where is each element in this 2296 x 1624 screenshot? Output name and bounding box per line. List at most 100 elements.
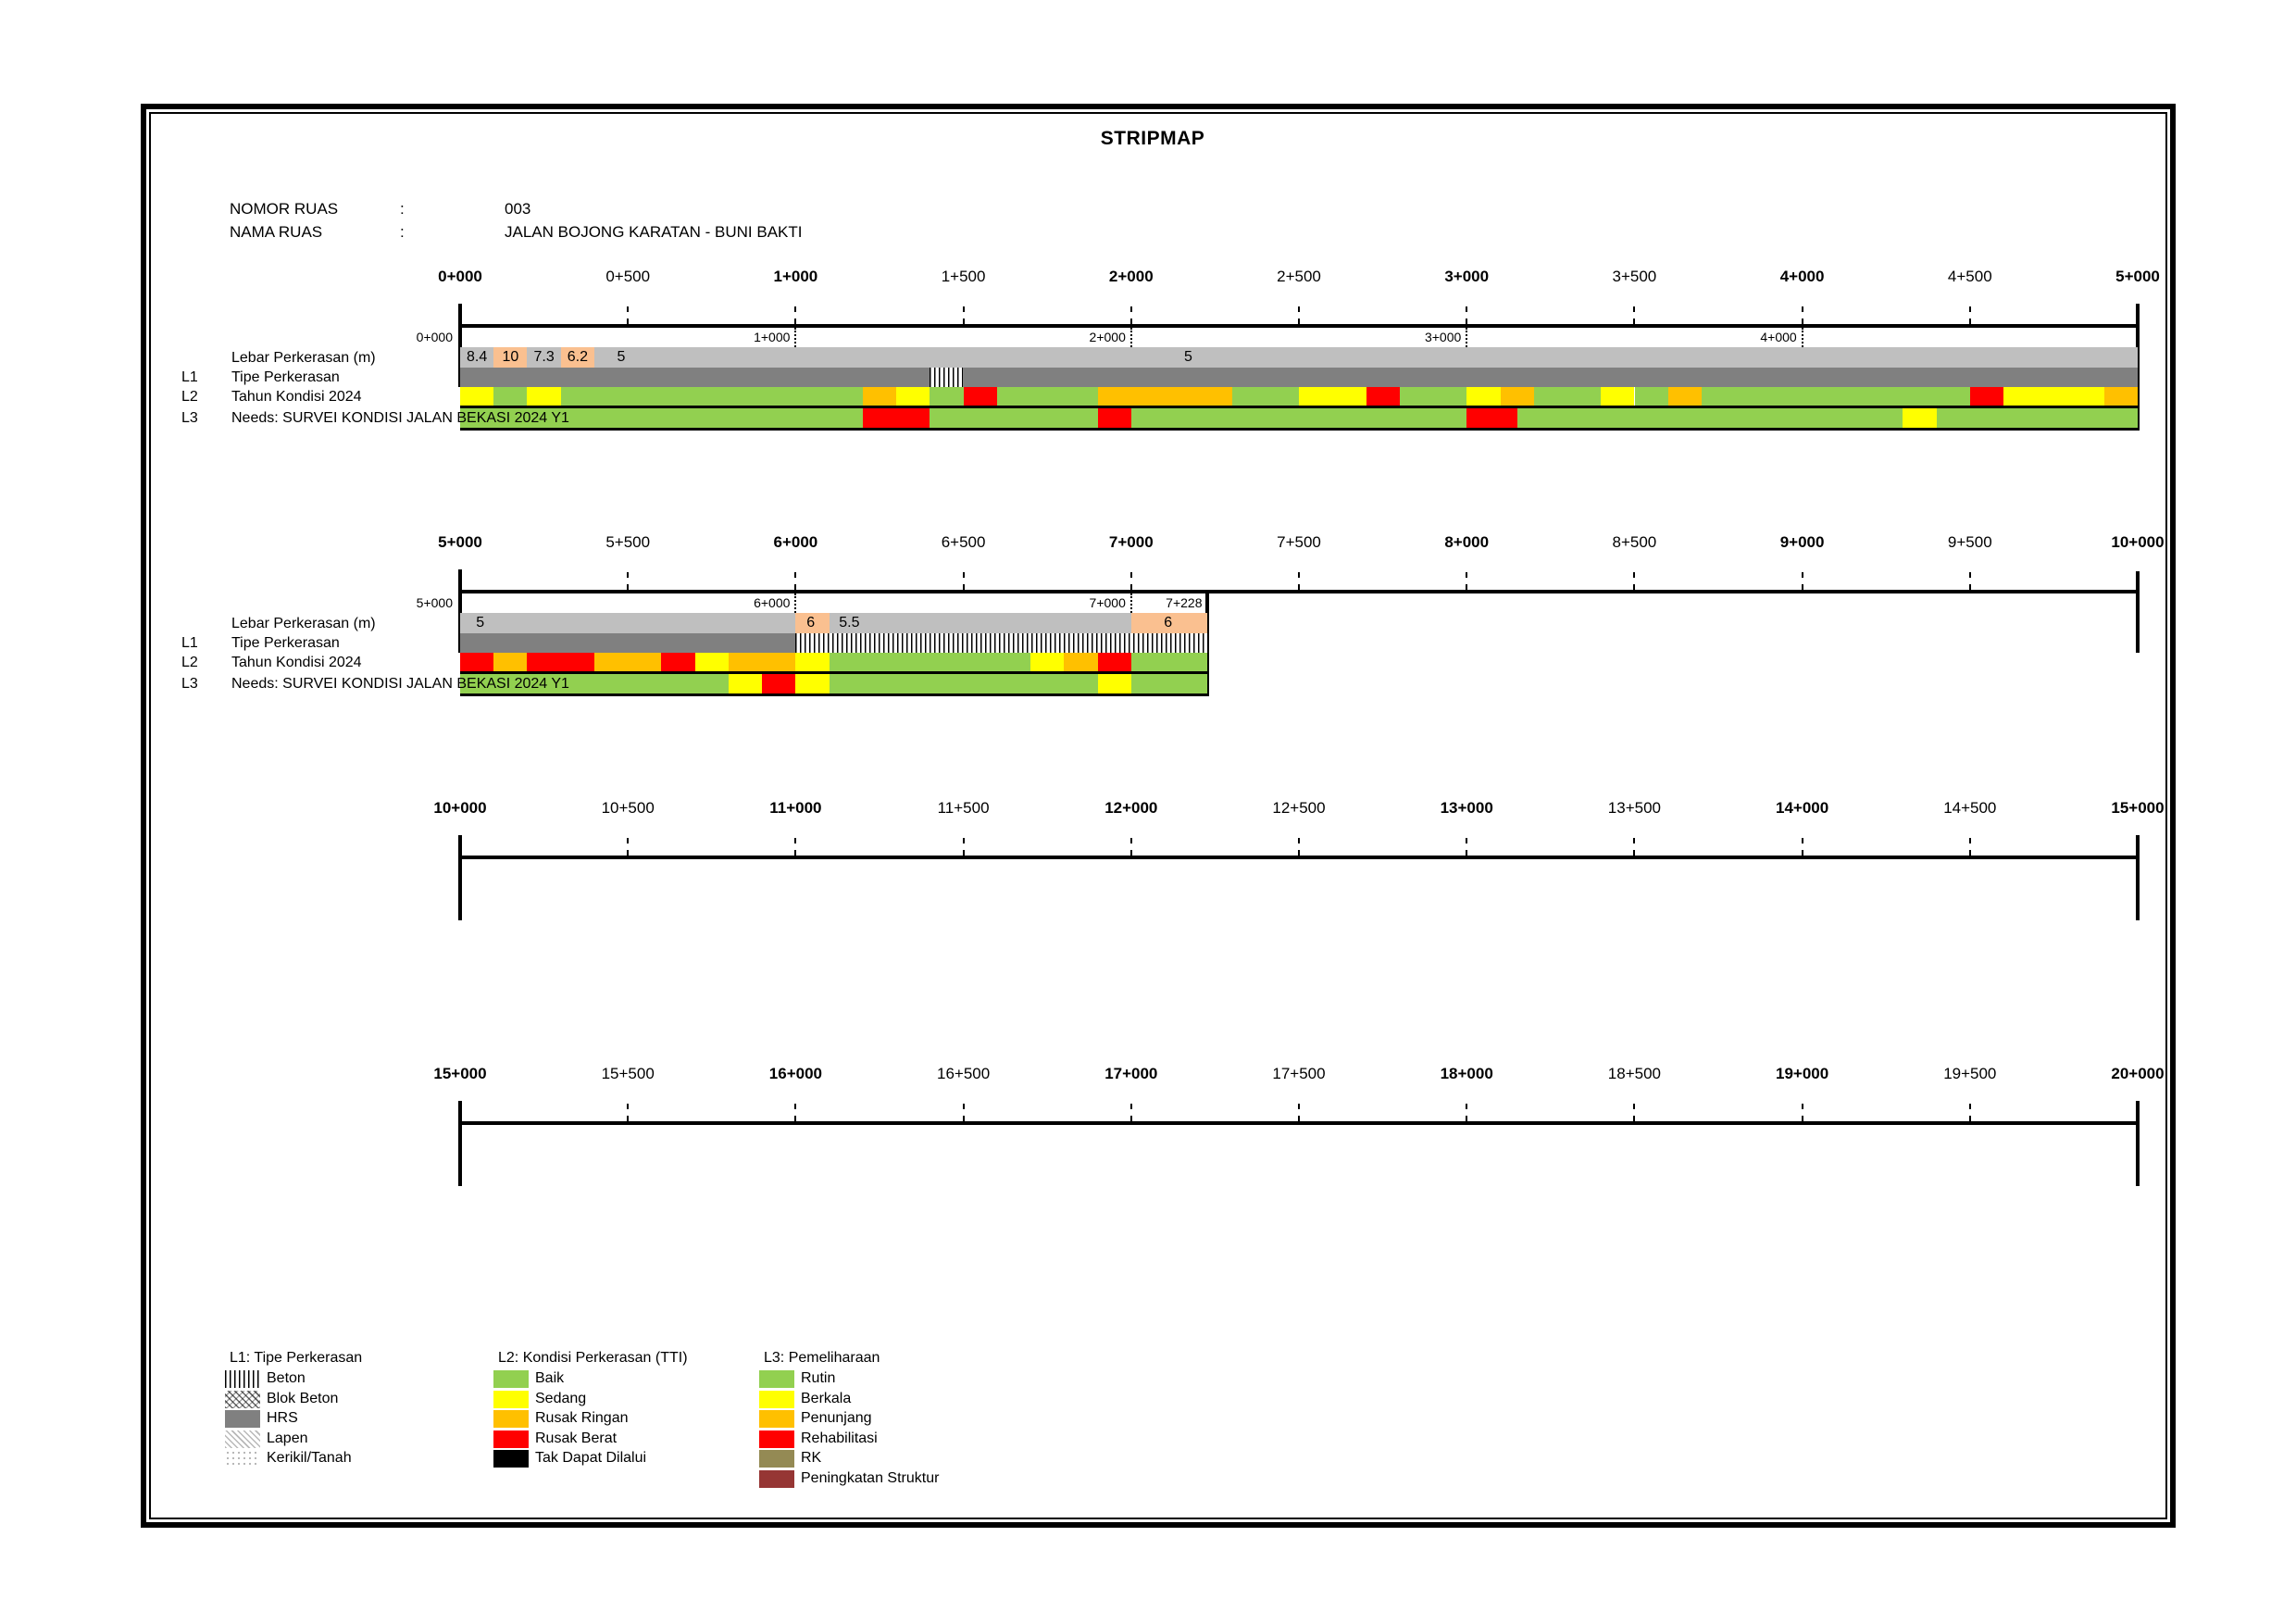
- lebar-segment: [560, 347, 594, 368]
- lebar-segment: [795, 613, 830, 633]
- lebar-value: 5.5: [839, 615, 860, 631]
- ruler-tick: [627, 572, 630, 590]
- ruler-tick: [794, 572, 797, 590]
- l2-segment-sedang: [1466, 387, 1501, 406]
- lebar-segment: [527, 347, 561, 368]
- chainage-mark-label: 6+000: [754, 595, 791, 610]
- bars-end-line: [1205, 590, 1210, 696]
- ruler-tick: [794, 1104, 797, 1121]
- l1-segment-beton: [795, 633, 1208, 653]
- axis-label: 9+000: [1779, 533, 1825, 551]
- legend-item-label: Blok Beton: [267, 1390, 339, 1406]
- l3-segment-berkala: [728, 674, 763, 693]
- legend-section-title: L1: Tipe Perkerasan: [230, 1350, 363, 1366]
- page-title: STRIPMAP: [1100, 128, 1205, 149]
- l3-segment-rutin: [460, 674, 729, 693]
- l3-segment-rutin: [460, 408, 863, 428]
- lapen-swatch: [225, 1430, 260, 1448]
- l2-row-code: L2: [181, 655, 198, 670]
- nama-ruas-separator: :: [400, 223, 405, 241]
- l2-segment-rusak_berat: [661, 653, 695, 671]
- axis-label: 19+500: [1943, 1065, 1997, 1082]
- ruler-line: [458, 1121, 2140, 1125]
- l2-segment-baik: [829, 653, 1031, 671]
- l2-segment-rusak_ringan: [1667, 387, 1702, 406]
- l3-segment-rehabilitasi: [1097, 408, 1131, 428]
- axis-label: 12+000: [1104, 799, 1158, 817]
- axis-label: 2+000: [1108, 268, 1154, 285]
- lebar-value: 5: [476, 615, 485, 631]
- ruler-tick: [627, 1104, 630, 1121]
- l3-row-label: Needs: SURVEI KONDISI JALAN BEKASI 2024 …: [231, 676, 569, 692]
- l3-row-code: L3: [181, 676, 198, 692]
- axis-label: 5+000: [438, 533, 482, 551]
- axis-label: 7+500: [1277, 533, 1321, 551]
- l2-segment-rusak_berat: [1366, 387, 1400, 406]
- axis-label: 3+500: [1612, 268, 1657, 285]
- hrs-swatch: [225, 1410, 260, 1428]
- lebar-value: 5: [617, 349, 626, 365]
- l2-segment-sedang: [2003, 387, 2104, 406]
- legend-item-label: HRS: [267, 1410, 298, 1426]
- l2-l3-border: [460, 406, 2139, 408]
- rusak_ringan-swatch: [493, 1410, 529, 1428]
- l3-segment-rutin: [829, 674, 1098, 693]
- axis-label: 19+000: [1775, 1065, 1829, 1082]
- axis-label: 7+000: [1108, 533, 1154, 551]
- legend-section-title: L3: Pemeliharaan: [764, 1350, 880, 1366]
- strip-start-line: [458, 835, 462, 920]
- l2-row-label: Tahun Kondisi 2024: [231, 655, 362, 670]
- l2-segment-sedang: [1299, 387, 1366, 406]
- l2-segment-baik: [1701, 387, 1970, 406]
- l2-segment-rusak_ringan: [493, 653, 528, 671]
- l1-segment-hrs: [460, 633, 796, 653]
- chainage-mark-dotted-line: [794, 328, 797, 347]
- lebar-row-label: Lebar Perkerasan (m): [231, 350, 376, 366]
- ruler-tick: [1129, 306, 1132, 324]
- axis-label: 12+500: [1272, 799, 1326, 817]
- axis-label: 6+500: [941, 533, 986, 551]
- l1-row-code: L1: [181, 635, 198, 651]
- l2-segment-rusak_ringan: [593, 653, 662, 671]
- chainage-mark-dotted-line: [1801, 328, 1803, 347]
- axis-label: 14+500: [1943, 799, 1997, 817]
- legend-item-label: Lapen: [267, 1430, 308, 1446]
- beton-swatch: [225, 1370, 260, 1388]
- chainage-mark-dotted-line: [1206, 593, 1209, 613]
- axis-label: 15+000: [433, 1065, 487, 1082]
- l3-segment-rutin: [930, 408, 1098, 428]
- l2-l3-border: [460, 671, 1208, 674]
- rehabilitasi-swatch: [759, 1430, 794, 1448]
- legend-item-label: Peningkatan Struktur: [801, 1469, 940, 1486]
- lebar-segment: [493, 347, 528, 368]
- blok-swatch: [225, 1390, 260, 1408]
- l3-bottom-border: [460, 428, 2139, 431]
- chainage-mark-label: 7+228: [1166, 595, 1203, 610]
- chainage-mark-label: 7+000: [1089, 595, 1126, 610]
- lebar-segment: [460, 613, 796, 633]
- l2-segment-sedang: [1030, 653, 1065, 671]
- lebar-segment: [1130, 613, 1208, 633]
- axis-label: 5+500: [605, 533, 651, 551]
- l3-segment-rehabilitasi: [762, 674, 796, 693]
- l2-segment-rusak_ringan: [862, 387, 897, 406]
- axis-label: 4+000: [1779, 268, 1825, 285]
- chainage-mark-label: 5+000: [416, 595, 453, 610]
- ruler-tick: [1968, 838, 1971, 856]
- chainage-mark-label: 2+000: [1089, 330, 1126, 344]
- ruler-tick: [1466, 838, 1468, 856]
- legend-item-label: Rehabilitasi: [801, 1430, 878, 1446]
- ruler-tick: [1968, 1104, 1971, 1121]
- axis-label: 2+500: [1277, 268, 1321, 285]
- l1-segment-hrs: [460, 368, 930, 387]
- rutin-swatch: [759, 1370, 794, 1388]
- axis-label: 15+500: [601, 1065, 655, 1082]
- strip-end-line: [2136, 835, 2140, 920]
- ruler-tick: [1633, 1104, 1636, 1121]
- l3-band: [460, 408, 2139, 428]
- tak_dapat-swatch: [493, 1450, 529, 1468]
- axis-label: 10+000: [2111, 533, 2165, 551]
- l3-segment-rehabilitasi: [1466, 408, 1517, 428]
- nama-ruas-value: JALAN BOJONG KARATAN - BUNI BAKTI: [505, 223, 803, 241]
- ruler-tick: [1298, 572, 1300, 590]
